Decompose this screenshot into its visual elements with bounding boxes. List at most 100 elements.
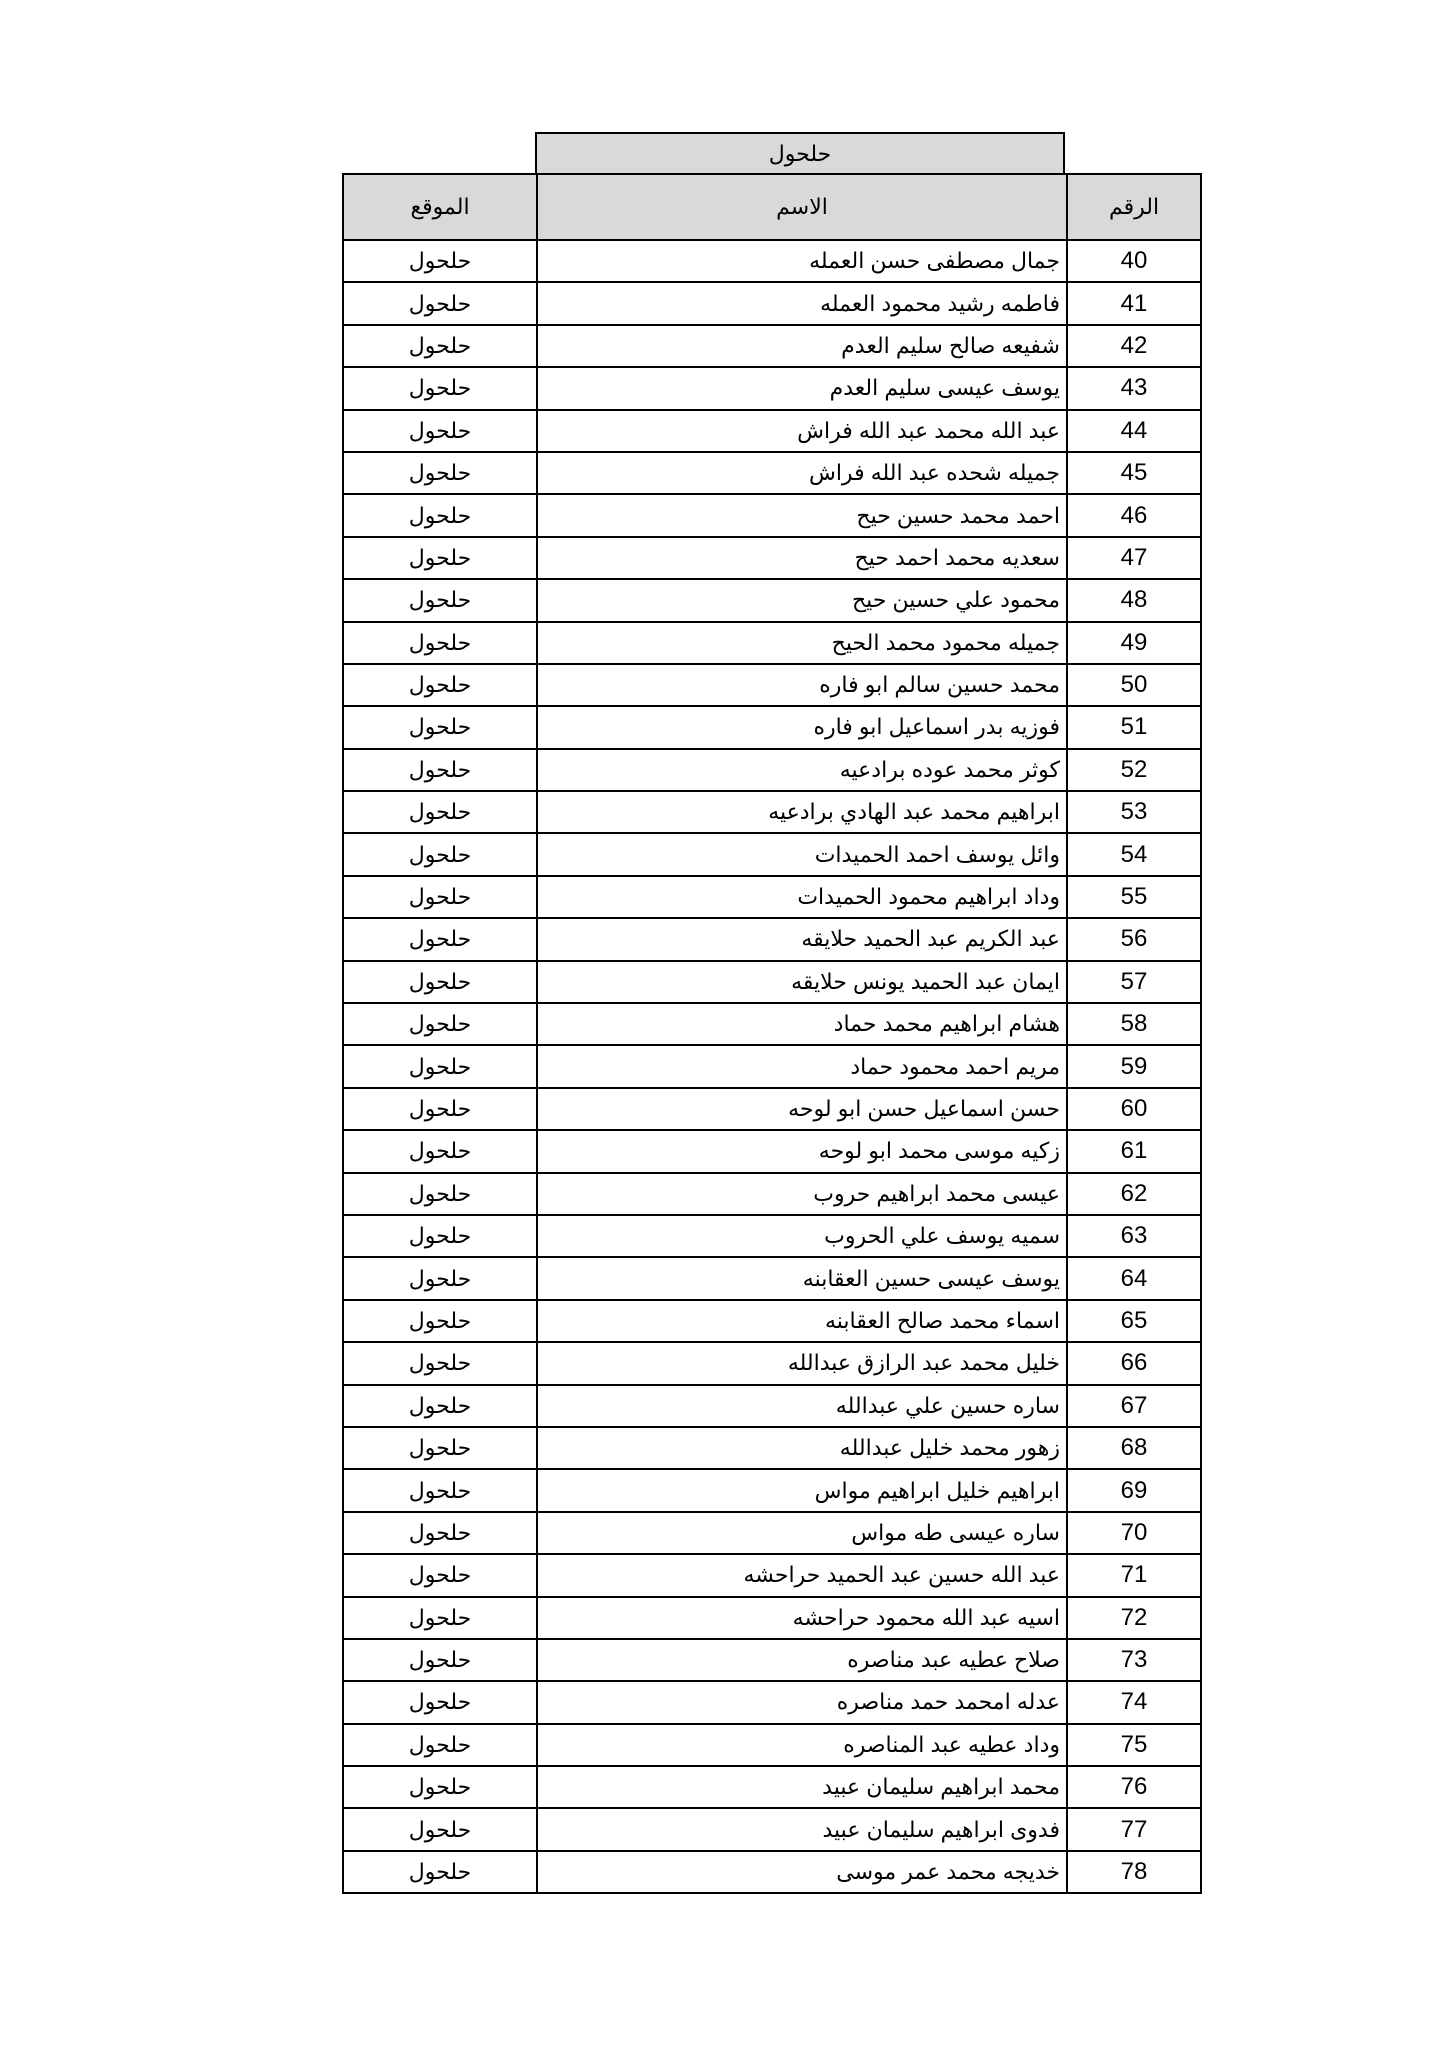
- row-location: حلحول: [342, 493, 538, 538]
- row-location: حلحول: [342, 366, 538, 411]
- row-name: زهور محمد خليل عبدالله: [536, 1425, 1068, 1471]
- row-location: حلحول: [342, 1086, 538, 1132]
- table-row: 61 زكيه موسى محمد ابو لوحه حلحول: [342, 1129, 1202, 1174]
- row-name: محمد حسين سالم ابو فاره: [536, 662, 1068, 708]
- row-name: عيسى محمد ابراهيم حروب: [536, 1171, 1068, 1216]
- row-location: حلحول: [342, 1341, 538, 1386]
- row-name: جمال مصطفى حسن العمله: [536, 238, 1068, 284]
- row-location: حلحول: [342, 450, 538, 496]
- row-number: 52: [1066, 747, 1202, 793]
- row-number: 56: [1066, 917, 1202, 962]
- table-row: 53 ابراهيم محمد عبد الهادي برادعيه حلحول: [342, 790, 1202, 835]
- table-row: 67 ساره حسين علي عبدالله حلحول: [342, 1383, 1202, 1428]
- row-location: حلحول: [342, 1002, 538, 1047]
- table-row: 57 ايمان عبد الحميد يونس حلايقه حلحول: [342, 959, 1202, 1005]
- row-number: 55: [1066, 874, 1202, 920]
- row-location: حلحول: [342, 323, 538, 369]
- row-location: حلحول: [342, 1383, 538, 1428]
- row-number: 75: [1066, 1722, 1202, 1768]
- row-number: 63: [1066, 1213, 1202, 1259]
- row-location: حلحول: [342, 747, 538, 793]
- row-location: حلحول: [342, 1637, 538, 1683]
- row-location: حلحول: [342, 1298, 538, 1344]
- row-number: 48: [1066, 578, 1202, 623]
- names-table: الرقم الاسم الموقع 40 جمال مصطفى حسن العم…: [342, 173, 1202, 1895]
- row-location: حلحول: [342, 1680, 538, 1725]
- row-location: حلحول: [342, 1595, 538, 1640]
- row-location: حلحول: [342, 662, 538, 708]
- table-row: 52 كوثر محمد عوده برادعيه حلحول: [342, 747, 1202, 793]
- row-number: 49: [1066, 620, 1202, 665]
- row-location: حلحول: [342, 281, 538, 326]
- row-name: وائل يوسف احمد الحميدات: [536, 832, 1068, 877]
- table-row: 58 هشام ابراهيم محمد حماد حلحول: [342, 1002, 1202, 1047]
- table-row: 51 فوزيه بدر اسماعيل ابو فاره حلحول: [342, 705, 1202, 750]
- row-number: 64: [1066, 1256, 1202, 1301]
- table-row: 70 ساره عيسى طه مواس حلحول: [342, 1510, 1202, 1556]
- row-number: 47: [1066, 535, 1202, 581]
- row-number: 71: [1066, 1553, 1202, 1598]
- row-number: 69: [1066, 1468, 1202, 1513]
- table-row: 55 وداد ابراهيم محمود الحميدات حلحول: [342, 874, 1202, 920]
- row-name: خديجه محمد عمر موسى: [536, 1849, 1068, 1895]
- row-location: حلحول: [342, 1256, 538, 1301]
- row-number: 54: [1066, 832, 1202, 877]
- row-name: مريم احمد محمود حماد: [536, 1044, 1068, 1089]
- row-number: 68: [1066, 1425, 1202, 1471]
- table-row: 59 مريم احمد محمود حماد حلحول: [342, 1044, 1202, 1089]
- row-name: فاطمه رشيد محمود العمله: [536, 281, 1068, 326]
- row-name: جميله محمود محمد الحيح: [536, 620, 1068, 665]
- row-location: حلحول: [342, 1807, 538, 1852]
- row-number: 76: [1066, 1765, 1202, 1810]
- table-row: 60 حسن اسماعيل حسن ابو لوحه حلحول: [342, 1086, 1202, 1132]
- table-row: 48 محمود علي حسين حيح حلحول: [342, 578, 1202, 623]
- table-row: 73 صلاح عطيه عبد مناصره حلحول: [342, 1637, 1202, 1683]
- row-location: حلحول: [342, 705, 538, 750]
- row-location: حلحول: [342, 1722, 538, 1768]
- row-location: حلحول: [342, 874, 538, 920]
- row-location: حلحول: [342, 238, 538, 284]
- row-name: احمد محمد حسين حيح: [536, 493, 1068, 538]
- row-name: عدله امحمد حمد مناصره: [536, 1680, 1068, 1725]
- row-name: محمود علي حسين حيح: [536, 578, 1068, 623]
- table-row: 65 اسماء محمد صالح العقابنه حلحول: [342, 1298, 1202, 1344]
- row-number: 42: [1066, 323, 1202, 369]
- table-row: 49 جميله محمود محمد الحيح حلحول: [342, 620, 1202, 665]
- row-location: حلحول: [342, 578, 538, 623]
- row-number: 70: [1066, 1510, 1202, 1556]
- table-row: 75 وداد عطيه عبد المناصره حلحول: [342, 1722, 1202, 1768]
- table-row: 71 عبد الله حسين عبد الحميد حراحشه حلحول: [342, 1553, 1202, 1598]
- table-row: 42 شفيعه صالح سليم العدم حلحول: [342, 323, 1202, 369]
- row-number: 62: [1066, 1171, 1202, 1216]
- row-number: 50: [1066, 662, 1202, 708]
- row-name: فدوى ابراهيم سليمان عبيد: [536, 1807, 1068, 1852]
- table-row: 62 عيسى محمد ابراهيم حروب حلحول: [342, 1171, 1202, 1216]
- table-row: 50 محمد حسين سالم ابو فاره حلحول: [342, 662, 1202, 708]
- row-number: 77: [1066, 1807, 1202, 1852]
- row-number: 66: [1066, 1341, 1202, 1386]
- row-name: وداد ابراهيم محمود الحميدات: [536, 874, 1068, 920]
- row-name: سميه يوسف علي الحروب: [536, 1213, 1068, 1259]
- row-location: حلحول: [342, 1510, 538, 1556]
- row-number: 61: [1066, 1129, 1202, 1174]
- table-row: 41 فاطمه رشيد محمود العمله حلحول: [342, 281, 1202, 326]
- table-row: 76 محمد ابراهيم سليمان عبيد حلحول: [342, 1765, 1202, 1810]
- row-name: زكيه موسى محمد ابو لوحه: [536, 1129, 1068, 1174]
- row-name: ابراهيم محمد عبد الهادي برادعيه: [536, 790, 1068, 835]
- row-number: 57: [1066, 959, 1202, 1005]
- table-row: 46 احمد محمد حسين حيح حلحول: [342, 493, 1202, 538]
- row-number: 67: [1066, 1383, 1202, 1428]
- row-number: 40: [1066, 238, 1202, 284]
- row-location: حلحول: [342, 408, 538, 453]
- row-location: حلحول: [342, 917, 538, 962]
- row-name: ايمان عبد الحميد يونس حلايقه: [536, 959, 1068, 1005]
- row-name: وداد عطيه عبد المناصره: [536, 1722, 1068, 1768]
- row-name: صلاح عطيه عبد مناصره: [536, 1637, 1068, 1683]
- row-name: ساره عيسى طه مواس: [536, 1510, 1068, 1556]
- row-number: 46: [1066, 493, 1202, 538]
- row-name: حسن اسماعيل حسن ابو لوحه: [536, 1086, 1068, 1132]
- table-row: 40 جمال مصطفى حسن العمله حلحول: [342, 238, 1202, 284]
- table-row: 68 زهور محمد خليل عبدالله حلحول: [342, 1425, 1202, 1471]
- header-number: الرقم: [1066, 173, 1202, 241]
- row-location: حلحول: [342, 832, 538, 877]
